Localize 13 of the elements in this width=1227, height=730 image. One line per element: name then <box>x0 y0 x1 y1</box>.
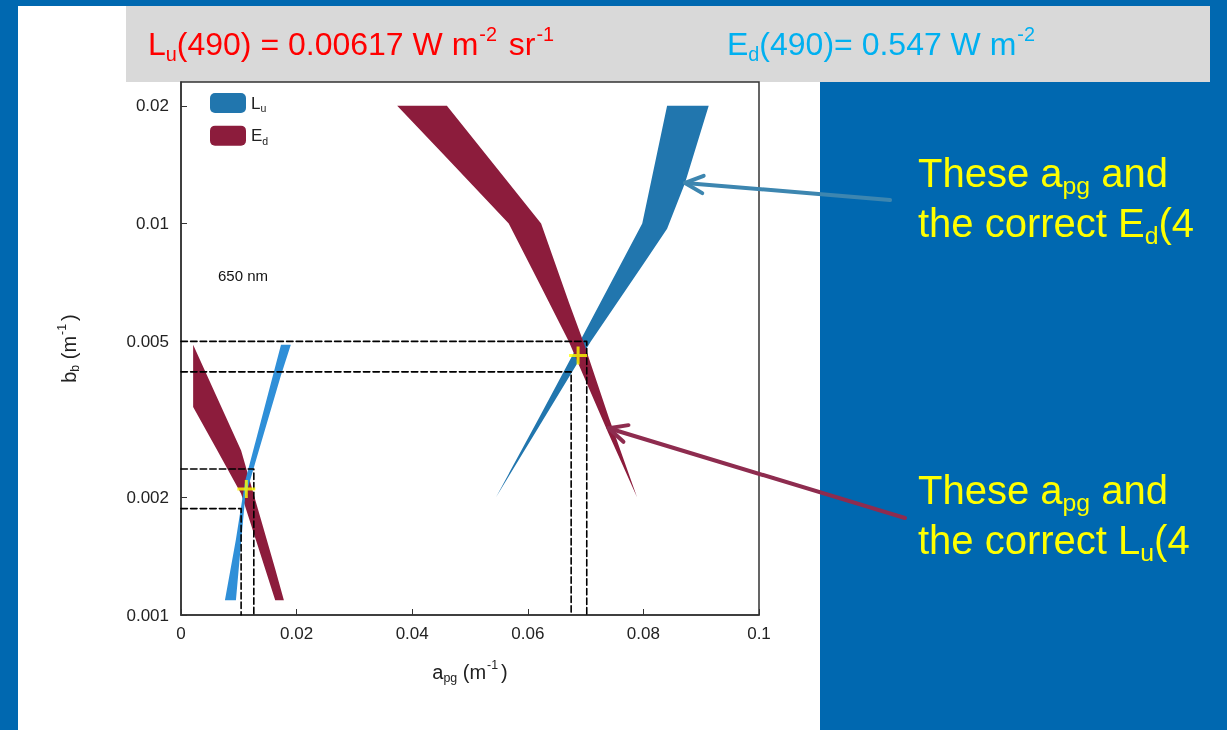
y-tick-label: 0.01 <box>135 214 169 234</box>
annotation: 650 nm <box>218 266 269 284</box>
x-tick-label: 0.02 <box>280 624 314 643</box>
y-tick-label: 0.001 <box>126 605 169 625</box>
y-tick-label: 0.005 <box>126 331 169 351</box>
x-tick-label: 0.06 <box>511 624 545 643</box>
y-tick-label: 0.002 <box>126 487 169 507</box>
x-tick-label: 0 <box>176 624 186 643</box>
y-axis-title: bb (m-1) <box>55 314 82 383</box>
y-tick-label: 0.02 <box>135 96 169 116</box>
x-tick-label: 0.04 <box>395 624 429 643</box>
x-tick-label: 0.08 <box>626 624 660 643</box>
x-tick-label: 0.1 <box>747 624 771 643</box>
